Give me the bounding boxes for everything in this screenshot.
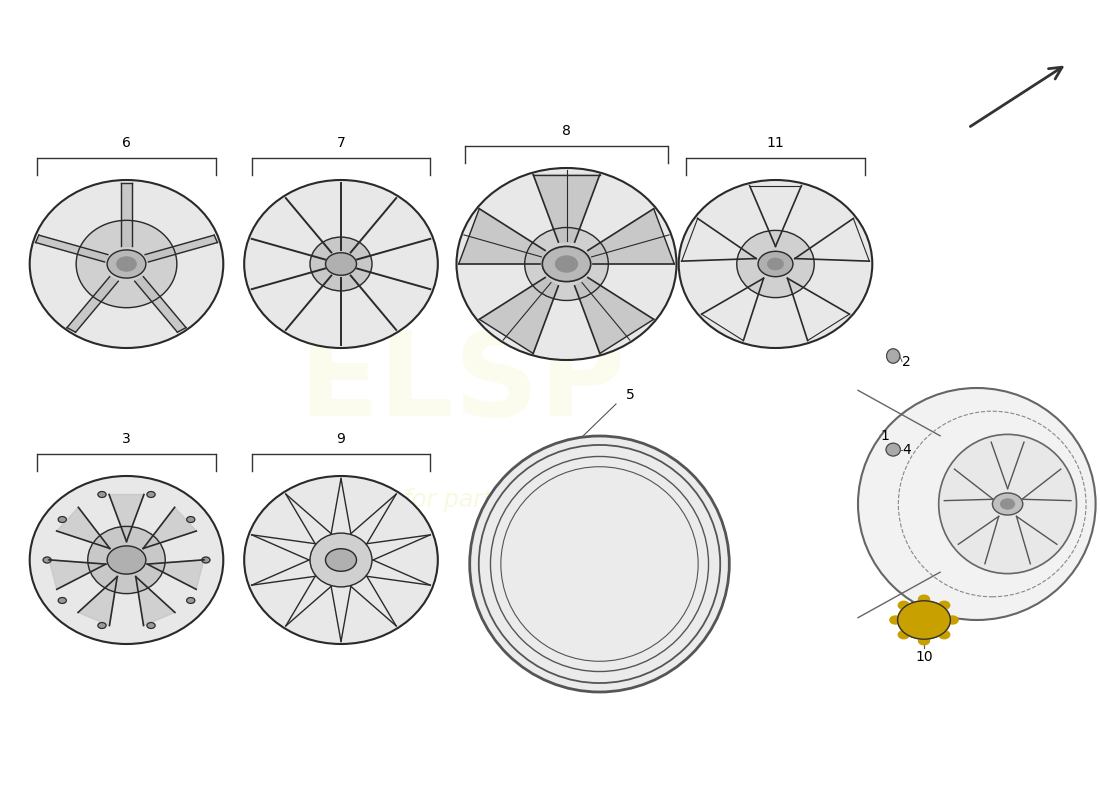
Ellipse shape xyxy=(858,388,1096,620)
Circle shape xyxy=(898,601,950,639)
Polygon shape xyxy=(147,560,204,590)
Polygon shape xyxy=(145,235,218,262)
Text: 2: 2 xyxy=(902,354,911,369)
Text: since 1985: since 1985 xyxy=(574,454,680,474)
Circle shape xyxy=(58,598,66,603)
Circle shape xyxy=(117,257,136,271)
Circle shape xyxy=(1001,499,1014,509)
Polygon shape xyxy=(50,560,106,590)
Ellipse shape xyxy=(76,220,177,308)
Polygon shape xyxy=(121,182,132,246)
Text: 4: 4 xyxy=(902,442,911,457)
Circle shape xyxy=(768,258,783,270)
Polygon shape xyxy=(480,278,559,354)
Ellipse shape xyxy=(938,434,1077,574)
Circle shape xyxy=(918,595,930,603)
Text: a passion for parts since 1985: a passion for parts since 1985 xyxy=(284,488,640,512)
Ellipse shape xyxy=(737,230,814,298)
Ellipse shape xyxy=(244,476,438,644)
Text: 5: 5 xyxy=(626,388,635,402)
Circle shape xyxy=(938,602,949,610)
Circle shape xyxy=(890,616,901,624)
Circle shape xyxy=(147,622,155,629)
Polygon shape xyxy=(56,507,110,549)
Circle shape xyxy=(326,253,356,275)
Circle shape xyxy=(58,517,66,522)
Ellipse shape xyxy=(30,476,223,644)
Circle shape xyxy=(542,246,591,282)
Ellipse shape xyxy=(310,533,372,587)
Text: 1: 1 xyxy=(880,429,889,443)
Circle shape xyxy=(43,557,52,563)
Ellipse shape xyxy=(887,443,900,456)
Text: 11: 11 xyxy=(767,135,784,150)
Ellipse shape xyxy=(525,227,608,301)
Circle shape xyxy=(556,256,578,272)
Polygon shape xyxy=(143,507,197,549)
Circle shape xyxy=(326,549,356,571)
Ellipse shape xyxy=(310,237,372,291)
Polygon shape xyxy=(78,577,118,626)
Polygon shape xyxy=(135,577,175,626)
Polygon shape xyxy=(459,209,546,264)
Ellipse shape xyxy=(679,180,872,348)
Ellipse shape xyxy=(470,436,729,692)
Circle shape xyxy=(758,251,793,277)
Circle shape xyxy=(98,491,106,498)
Circle shape xyxy=(947,616,958,624)
Text: ELSP: ELSP xyxy=(298,326,626,442)
Polygon shape xyxy=(534,174,600,242)
Text: 8: 8 xyxy=(562,123,571,138)
Circle shape xyxy=(992,493,1023,515)
Circle shape xyxy=(147,491,155,498)
Text: 6: 6 xyxy=(122,135,131,150)
Polygon shape xyxy=(35,235,108,262)
Polygon shape xyxy=(109,494,144,542)
Text: 7: 7 xyxy=(337,135,345,150)
Circle shape xyxy=(107,546,146,574)
Circle shape xyxy=(899,602,910,610)
Ellipse shape xyxy=(244,180,438,348)
Polygon shape xyxy=(134,277,186,332)
Circle shape xyxy=(899,630,910,638)
Text: 3: 3 xyxy=(122,432,131,446)
Polygon shape xyxy=(574,278,653,354)
Text: 10: 10 xyxy=(915,650,933,664)
Ellipse shape xyxy=(30,180,223,348)
Text: 9: 9 xyxy=(337,432,345,446)
Circle shape xyxy=(107,250,146,278)
Polygon shape xyxy=(67,277,119,332)
Circle shape xyxy=(918,637,930,645)
Circle shape xyxy=(201,557,210,563)
Ellipse shape xyxy=(88,526,165,594)
Ellipse shape xyxy=(456,168,676,360)
Ellipse shape xyxy=(887,349,900,363)
Circle shape xyxy=(187,517,195,522)
Circle shape xyxy=(187,598,195,603)
Circle shape xyxy=(938,630,949,638)
Polygon shape xyxy=(587,209,674,264)
Circle shape xyxy=(98,622,106,629)
